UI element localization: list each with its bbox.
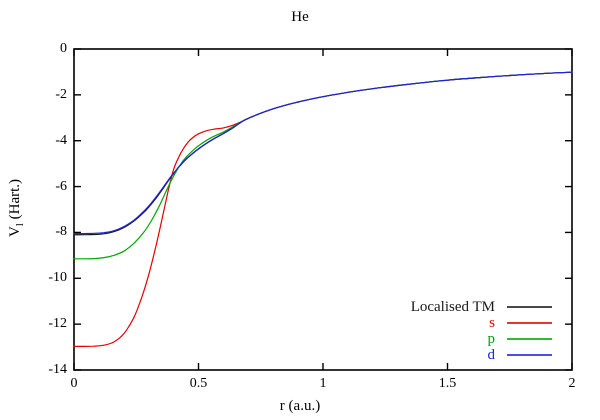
y-tick-label: -10	[48, 270, 67, 286]
series-curve-p	[73, 71, 573, 260]
y-tick-label: -6	[55, 178, 67, 194]
legend-line-sample	[507, 322, 552, 324]
legend-label: d	[487, 347, 496, 363]
y-tick-label: -14	[48, 362, 67, 377]
legend-line-sample	[507, 306, 552, 308]
y-tick-label: -12	[48, 316, 67, 332]
legend: Localised TM s p d	[385, 299, 552, 363]
x-tick-label: 1	[319, 376, 327, 391]
legend-label: s	[489, 315, 495, 331]
legend-label: Localised TM	[410, 299, 495, 315]
x-tick-label: 1.5	[438, 376, 457, 391]
x-tick-label: 0	[70, 376, 78, 391]
legend-item-s: s	[385, 315, 552, 331]
x-axis-label: r (a.u.)	[279, 398, 321, 414]
x-tick-label: 2	[568, 376, 576, 391]
y-tick-label: -2	[55, 86, 67, 102]
legend-line-sample	[507, 354, 552, 356]
x-tick-label: 0.5	[189, 376, 208, 391]
y-tick-label: -8	[55, 224, 67, 240]
legend-item-localised-tm: Localised TM	[385, 299, 552, 315]
chart-title: He	[291, 9, 309, 25]
legend-line-sample	[507, 338, 552, 340]
y-tick-label: -4	[55, 132, 67, 148]
series-curve-d	[73, 71, 573, 235]
legend-item-p: p	[385, 331, 552, 347]
y-tick-label: 0	[60, 41, 67, 56]
legend-label: p	[487, 331, 496, 347]
legend-item-d: d	[385, 347, 552, 363]
